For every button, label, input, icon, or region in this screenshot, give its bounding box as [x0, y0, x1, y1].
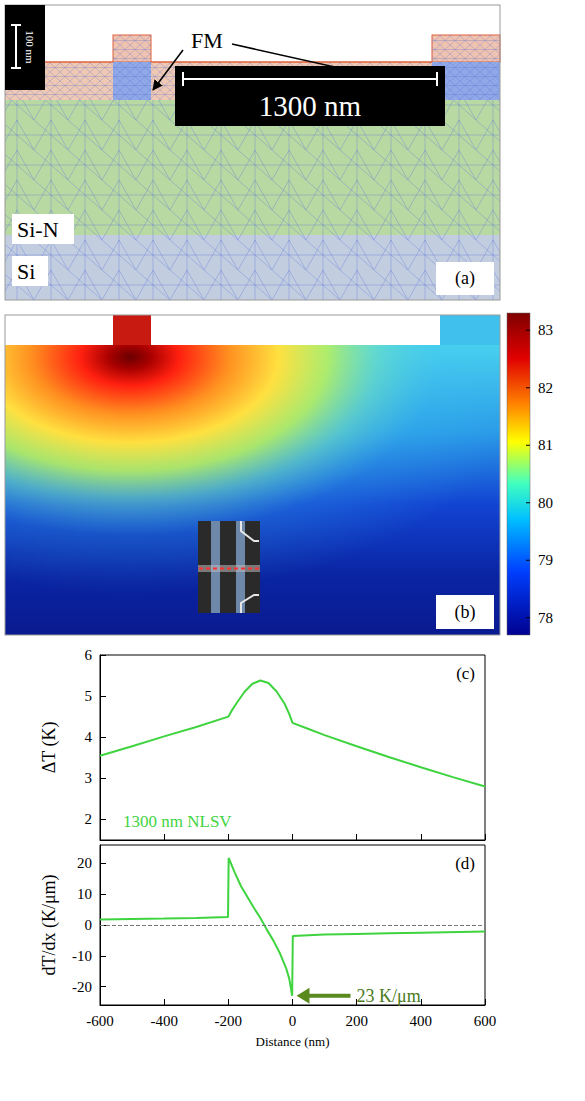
svg-text:(c): (c) [456, 664, 475, 683]
svg-text:0: 0 [85, 917, 93, 933]
svg-text:83: 83 [538, 322, 553, 338]
svg-text:1300 nm: 1300 nm [259, 90, 362, 122]
svg-text:4: 4 [85, 729, 93, 745]
svg-text:-200: -200 [215, 1013, 243, 1029]
svg-text:10: 10 [77, 886, 92, 902]
svg-text:23 K/μm: 23 K/μm [357, 986, 421, 1006]
svg-text:(a): (a) [455, 268, 475, 289]
svg-text:Si: Si [17, 259, 35, 284]
svg-text:(d): (d) [455, 854, 475, 873]
svg-text:100 nm: 100 nm [24, 30, 36, 64]
svg-text:400: 400 [410, 1013, 433, 1029]
svg-text:78: 78 [538, 610, 553, 626]
svg-text:3: 3 [85, 770, 93, 786]
svg-text:82: 82 [538, 380, 553, 396]
svg-text:600: 600 [474, 1013, 497, 1029]
svg-text:20: 20 [77, 855, 92, 871]
svg-text:2: 2 [85, 811, 93, 827]
svg-text:5: 5 [85, 688, 93, 704]
svg-text:80: 80 [538, 495, 553, 511]
svg-text:(b): (b) [455, 602, 476, 623]
svg-text:FM: FM [191, 28, 223, 53]
svg-text:0: 0 [289, 1013, 297, 1029]
svg-text:Distance (nm): Distance (nm) [255, 1034, 329, 1049]
svg-text:ΔT (K): ΔT (K) [39, 722, 60, 774]
svg-text:6: 6 [85, 647, 93, 663]
svg-text:200: 200 [345, 1013, 368, 1029]
svg-text:Si-N: Si-N [17, 217, 59, 242]
svg-text:81: 81 [538, 437, 553, 453]
svg-text:79: 79 [538, 552, 553, 568]
svg-text:-10: -10 [72, 948, 92, 964]
svg-text:-20: -20 [72, 979, 92, 995]
svg-text:-600: -600 [86, 1013, 114, 1029]
svg-text:1300 nm NLSV: 1300 nm NLSV [123, 812, 232, 831]
svg-text:-400: -400 [150, 1013, 178, 1029]
svg-text:dT/dx (K/μm): dT/dx (K/μm) [39, 874, 60, 975]
